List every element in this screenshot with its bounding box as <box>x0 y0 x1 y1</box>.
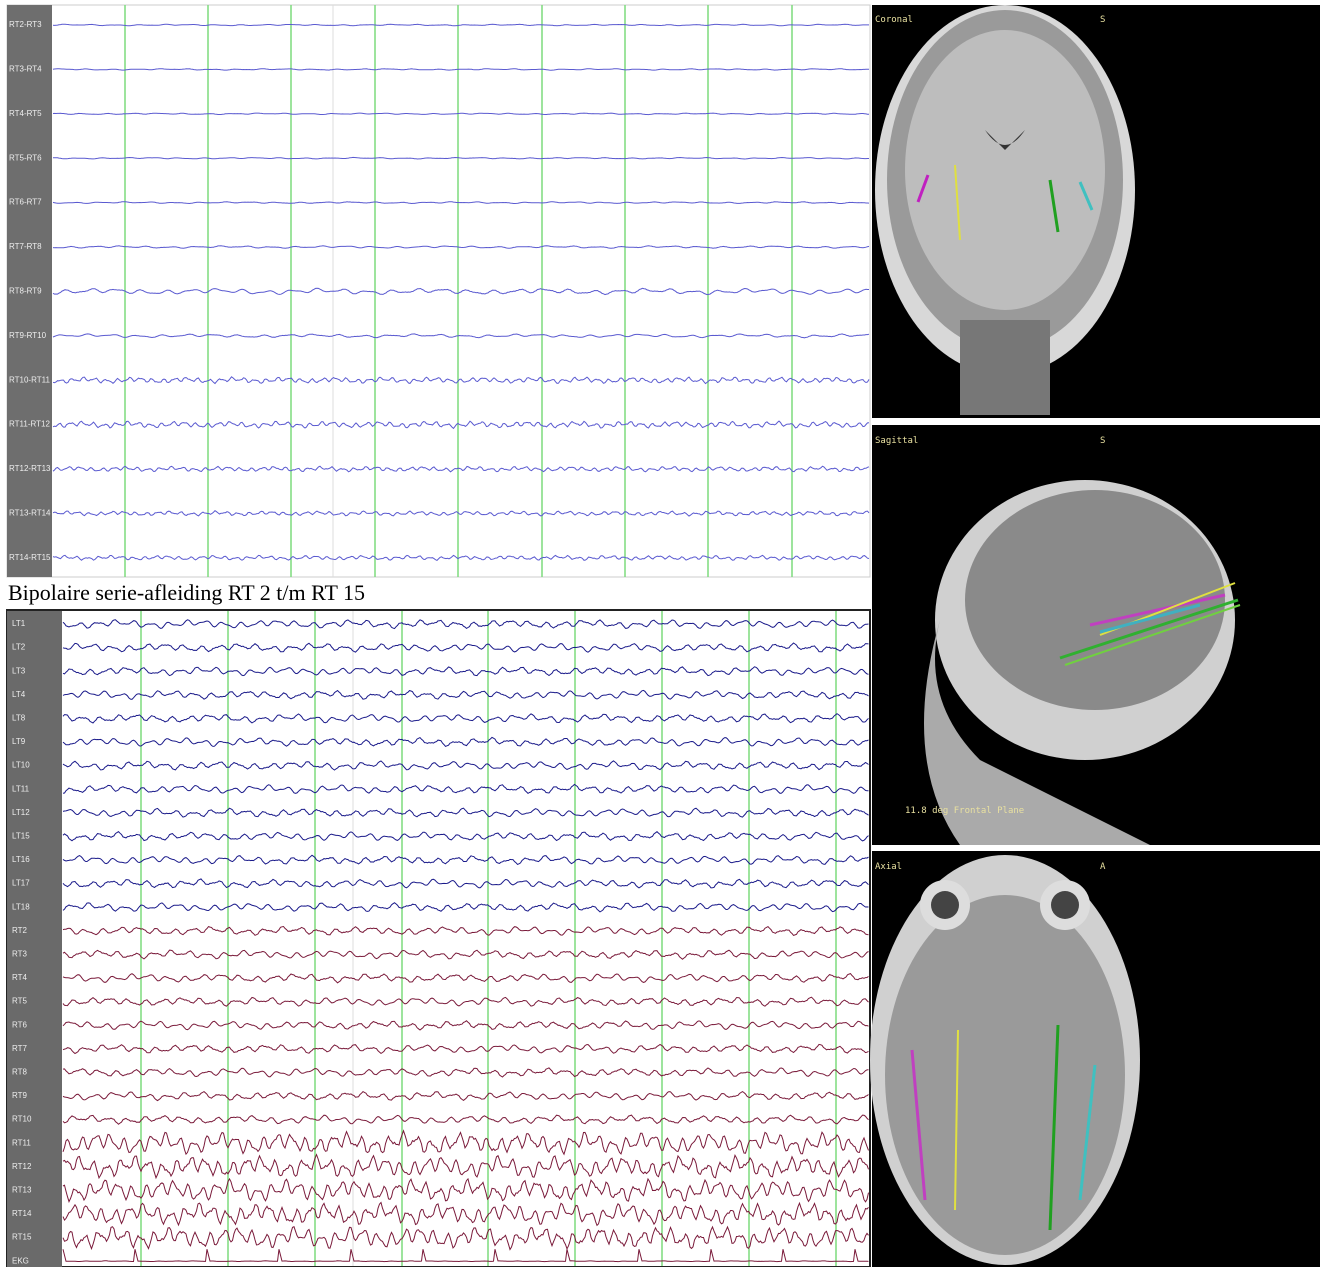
channel-label: LT16 <box>12 855 30 864</box>
mri-sagittal <box>872 425 1320 845</box>
mri-orientation: A <box>1100 862 1106 872</box>
eeg-bottom-panel <box>7 610 870 1267</box>
channel-label: LT2 <box>12 643 26 652</box>
channel-label: RT8-RT9 <box>9 287 42 296</box>
mri-label: Sagittal <box>875 436 918 446</box>
channel-label: RT4 <box>12 973 28 982</box>
channel-label: RT10-RT11 <box>9 375 50 384</box>
channel-label: RT9 <box>12 1091 28 1100</box>
channel-label: LT18 <box>12 902 30 911</box>
channel-label: RT8 <box>12 1068 28 1077</box>
channel-label: LT3 <box>12 666 26 675</box>
channel-label: RT12 <box>12 1162 32 1171</box>
channel-label: LT17 <box>12 879 30 888</box>
channel-label: RT9-RT10 <box>9 331 47 340</box>
channel-label: LT10 <box>12 761 30 770</box>
channel-label: RT3-RT4 <box>9 65 42 74</box>
mri-label: Axial <box>875 862 902 872</box>
mri-orientation: S <box>1100 15 1105 25</box>
mri-note: 11.8 deg Frontal Plane <box>905 806 1024 816</box>
channel-label: LT12 <box>12 808 30 817</box>
channel-label: RT7-RT8 <box>9 242 42 251</box>
caption: Bipolaire serie-afleiding RT 2 t/m RT 15 <box>8 580 365 605</box>
channel-label: RT11-RT12 <box>9 420 50 429</box>
mri-axial <box>870 851 1320 1267</box>
channel-label: RT13-RT14 <box>9 509 51 518</box>
page: Coronal S Sagittal S 11.8 deg Frontal Pl… <box>0 0 1327 1267</box>
channel-label: LT9 <box>12 737 26 746</box>
channel-label: RT5 <box>12 997 28 1006</box>
channel-label: RT3 <box>12 950 28 959</box>
channel-label: EKG <box>12 1256 29 1265</box>
channel-label: RT12-RT13 <box>9 464 51 473</box>
channel-label: RT5-RT6 <box>9 153 42 162</box>
channel-label: RT11 <box>12 1138 31 1147</box>
channel-label: LT1 <box>12 619 26 628</box>
mri-coronal <box>872 5 1320 418</box>
channel-label: RT15 <box>12 1233 32 1242</box>
channel-label: LT8 <box>12 714 26 723</box>
channel-label: RT7 <box>12 1044 28 1053</box>
channel-label: RT2-RT3 <box>9 20 42 29</box>
channel-label: LT11 <box>12 784 30 793</box>
channel-label: RT6-RT7 <box>9 198 42 207</box>
channel-label: LT4 <box>12 690 26 699</box>
channel-label: RT13 <box>12 1186 32 1195</box>
channel-label: RT14-RT15 <box>9 553 51 562</box>
channel-label: RT4-RT5 <box>9 109 42 118</box>
mri-label: Coronal <box>875 15 913 25</box>
channel-label: RT6 <box>12 1020 28 1029</box>
channel-label: RT2 <box>12 926 28 935</box>
channel-label: LT15 <box>12 832 30 841</box>
mri-orientation: S <box>1100 436 1105 446</box>
channel-label: RT10 <box>12 1115 32 1124</box>
channel-label: RT14 <box>12 1209 32 1218</box>
